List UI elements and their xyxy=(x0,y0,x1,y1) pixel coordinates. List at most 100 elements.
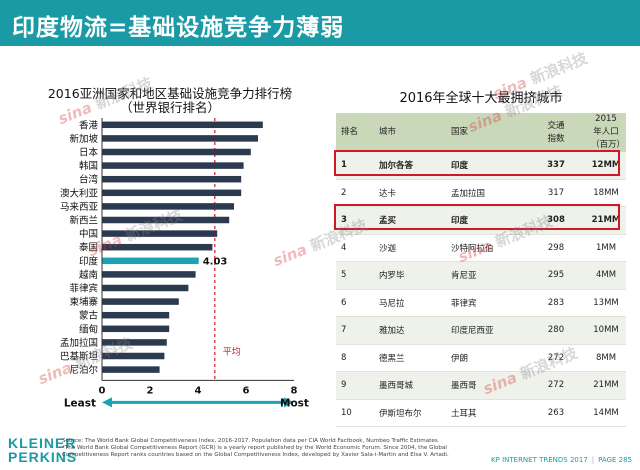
category-label: 日本 xyxy=(79,147,99,159)
bar xyxy=(102,311,170,319)
bar xyxy=(102,175,242,183)
cell-city: 雅加达 xyxy=(374,316,446,345)
cell-city: 伊斯坦布尔 xyxy=(374,399,446,427)
table-row: 10 伊斯坦布尔 土耳其 263 14MM xyxy=(336,399,626,427)
x-tick-label: 0 xyxy=(99,385,106,396)
cell-rank: 2 xyxy=(336,179,374,207)
source-line-2: *The World Bank Global Competitiveness R… xyxy=(62,445,447,451)
highlight-value-label: 4.03 xyxy=(203,256,228,267)
bar xyxy=(102,230,218,237)
header-city: 城市 xyxy=(374,113,446,152)
cell-country: 墨西哥 xyxy=(446,371,526,400)
cell-traffic-index: 280 xyxy=(526,316,586,345)
category-label: 菲律宾 xyxy=(69,283,98,295)
table-row: 9 墨西哥城 墨西哥 272 21MM xyxy=(336,371,626,400)
x-tick-label: 8 xyxy=(291,385,298,396)
cell-rank: 10 xyxy=(336,399,374,427)
table-row: 5 内罗毕 肯尼亚 295 4MM xyxy=(336,261,626,290)
bar xyxy=(102,121,263,129)
category-label: 中国 xyxy=(79,228,98,240)
cell-traffic-index: 283 xyxy=(526,289,586,317)
category-label: 越南 xyxy=(79,269,98,281)
highlight-box-row-1 xyxy=(334,150,620,176)
table-row: 2 达卡 孟加拉国 317 18MM xyxy=(336,179,626,207)
scale-arrow-left-head xyxy=(102,397,112,408)
cell-population: 4MM xyxy=(586,261,626,290)
category-label: 蒙古 xyxy=(79,310,99,322)
x-tick-label: 2 xyxy=(147,385,154,396)
cell-city: 墨西哥城 xyxy=(374,371,446,400)
header-rank: 排名 xyxy=(336,113,374,152)
cell-traffic-index: 263 xyxy=(526,399,586,427)
logo-line-1: KLEINER xyxy=(8,435,77,451)
cell-traffic-index: 295 xyxy=(526,261,586,290)
category-label: 缅甸 xyxy=(79,323,98,335)
table-title: 2016年全球十大最拥挤城市 xyxy=(399,91,563,106)
source-note: Source: The World Bank Global Competitiv… xyxy=(62,438,482,459)
cell-population: 14MM xyxy=(586,399,626,427)
report-name: KP INTERNET TRENDS 2017 xyxy=(491,456,588,464)
bar xyxy=(102,148,251,156)
footer-page-info: KP INTERNET TRENDS 2017 | PAGE 285 xyxy=(491,456,632,464)
category-label: 香港 xyxy=(79,119,99,131)
footer-divider: | xyxy=(591,456,595,464)
bar xyxy=(102,203,234,210)
cell-traffic-index: 298 xyxy=(526,234,586,262)
average-label: 平均 xyxy=(223,345,241,357)
cell-rank: 4 xyxy=(336,234,374,262)
source-line-3: Competitiveness Report ranks countries b… xyxy=(62,452,449,458)
x-tick-label: 6 xyxy=(243,385,250,396)
cell-city: 沙迦 xyxy=(374,234,446,262)
cell-population: 1MM xyxy=(586,234,626,262)
category-label: 台湾 xyxy=(79,174,99,186)
bar xyxy=(102,216,230,224)
cell-population: 10MM xyxy=(586,316,626,345)
scale-arrow-right-head xyxy=(284,397,294,408)
page-title: 印度物流=基础设施竞争力薄弱 xyxy=(12,15,345,41)
table-row: 6 马尼拉 菲律宾 283 13MM xyxy=(336,289,626,317)
table-header-row: 排名 城市 国家 交通 指数 2015年人口 （百万） xyxy=(336,113,626,152)
cell-rank: 6 xyxy=(336,289,374,317)
kleiner-perkins-logo: KLEINER PERKINS xyxy=(8,436,77,464)
header-traffic-index: 交通 指数 xyxy=(526,113,586,152)
cell-city: 达卡 xyxy=(374,179,446,207)
cell-population: 21MM xyxy=(586,371,626,400)
bar xyxy=(102,162,244,169)
header-country: 国家 xyxy=(446,113,526,152)
chart-title: 2016亚洲国家和地区基础设施竞争力排行榜 xyxy=(47,86,293,101)
highlight-box-row-3 xyxy=(334,204,620,230)
cell-country: 沙特阿拉伯 xyxy=(446,234,526,262)
source-line-1: Source: The World Bank Global Competitiv… xyxy=(62,438,440,444)
x-tick-label: 4 xyxy=(195,385,202,396)
page-number: PAGE 285 xyxy=(598,456,632,464)
bar xyxy=(102,325,170,333)
category-label: 巴基斯坦 xyxy=(60,351,99,363)
category-label: 澳大利亚 xyxy=(60,187,99,199)
category-label: 孟加拉国 xyxy=(60,337,98,349)
bar xyxy=(102,284,189,292)
cell-country: 土耳其 xyxy=(446,399,526,427)
bar xyxy=(102,189,242,197)
cell-country: 肯尼亚 xyxy=(446,261,526,290)
bar xyxy=(102,298,179,305)
table-row: 7 雅加达 印度尼西亚 280 10MM xyxy=(336,316,626,345)
bar xyxy=(102,352,165,360)
bar xyxy=(102,257,199,265)
table-row: 4 沙迦 沙特阿拉伯 298 1MM xyxy=(336,234,626,262)
cell-country: 孟加拉国 xyxy=(446,179,526,207)
header-population: 2015年人口 （百万） xyxy=(586,113,626,152)
bar xyxy=(102,366,160,373)
cell-rank: 5 xyxy=(336,261,374,290)
category-label: 韩国 xyxy=(79,160,98,172)
category-label: 印度 xyxy=(79,255,99,267)
cell-population: 8MM xyxy=(586,344,626,372)
cell-country: 菲律宾 xyxy=(446,289,526,317)
cell-traffic-index: 317 xyxy=(526,179,586,207)
cell-country: 伊朗 xyxy=(446,344,526,372)
cell-population: 18MM xyxy=(586,179,626,207)
cell-country: 印度尼西亚 xyxy=(446,316,526,345)
category-label: 泰国 xyxy=(79,242,98,254)
bar xyxy=(102,339,167,346)
bar xyxy=(102,135,258,142)
